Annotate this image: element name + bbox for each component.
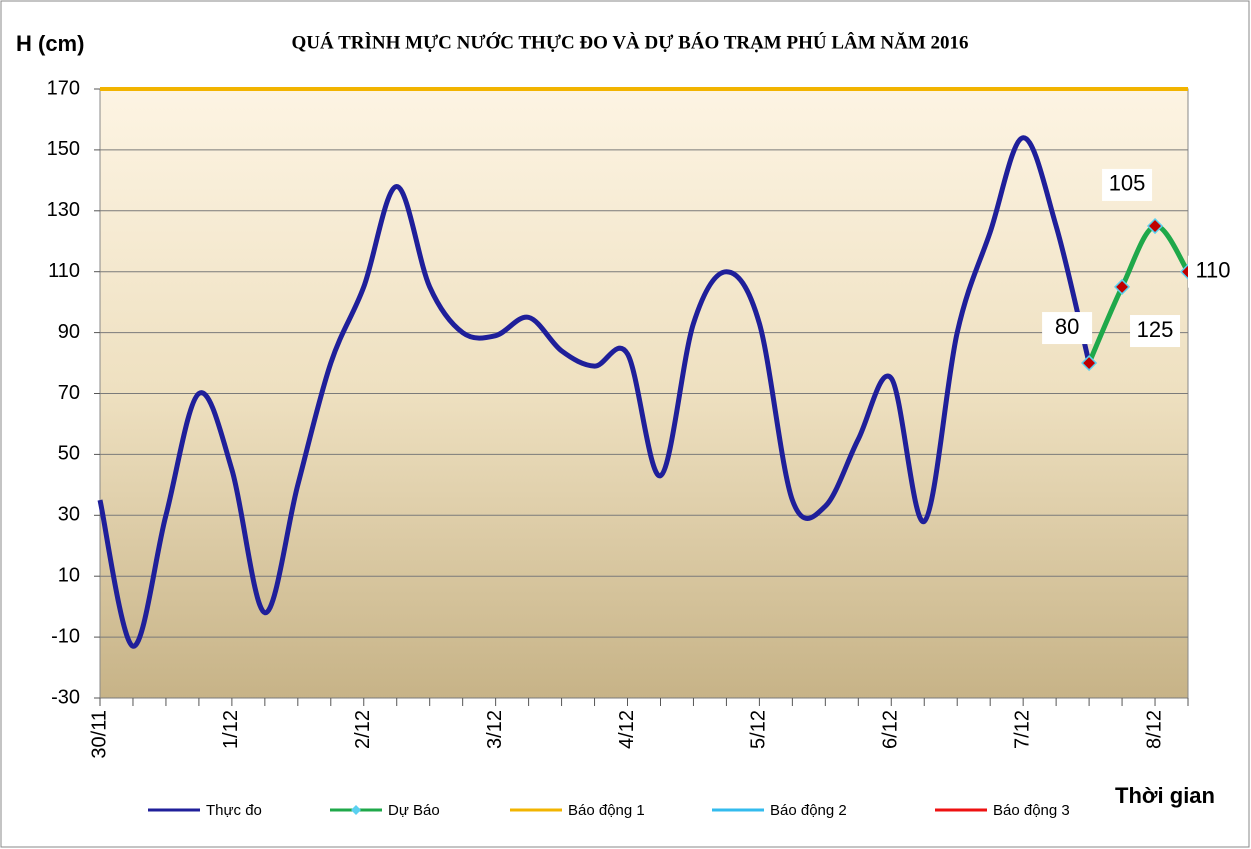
x-tick-label: 6/12 [880,710,902,749]
x-tick-label: 2/12 [352,710,374,749]
marker [1081,354,1098,372]
y-tick-label: -30 [51,686,80,708]
x-tick-label: 1/12 [220,710,242,749]
x-tick-label: 7/12 [1011,710,1033,749]
y-tick-label: 150 [47,138,80,160]
x-tick-label: 8/12 [1143,710,1165,749]
legend-label: Báo động 3 [993,802,1070,819]
x-tick-label: 5/12 [748,710,770,749]
legend-label: Dự Báo [388,802,440,819]
x-axis-label: Thời gian [1115,783,1215,808]
marker [1113,278,1131,295]
y-axis-label: H (cm) [16,31,84,56]
legend-marker [351,805,361,815]
series-line [1086,223,1191,365]
data-label-box [1188,255,1238,288]
legend-label: Báo động 2 [770,802,847,819]
series-line [97,135,1092,649]
legend-label: Báo động 1 [568,802,645,819]
data-label-box [1130,315,1181,348]
chart-title: QUÁ TRÌNH MỰC NƯỚC THỰC ĐO VÀ DỰ BÁO TRẠ… [291,31,968,53]
x-tick-label: 4/12 [616,710,638,749]
y-tick-label: 130 [47,199,80,221]
marker [1146,217,1164,235]
y-tick-label: 90 [58,321,80,343]
x-tick-label: 3/12 [484,710,506,749]
data-label: 125 [1137,317,1174,342]
x-tick-label: 30/11 [88,710,110,759]
data-label: 105 [1109,171,1146,196]
y-tick-label: 170 [47,77,80,99]
y-tick-label: -10 [51,625,80,647]
data-label-box [1042,312,1093,345]
y-tick-label: 110 [48,260,80,282]
y-tick-label: 30 [58,504,80,526]
legend-label: Thực đo [206,802,262,819]
data-label: 110 [1195,258,1230,283]
y-tick-label: 50 [58,443,80,465]
data-label: 80 [1055,314,1079,339]
y-tick-label: 70 [58,382,80,404]
y-tick-label: 10 [58,564,80,586]
data-label-box [1102,168,1153,201]
